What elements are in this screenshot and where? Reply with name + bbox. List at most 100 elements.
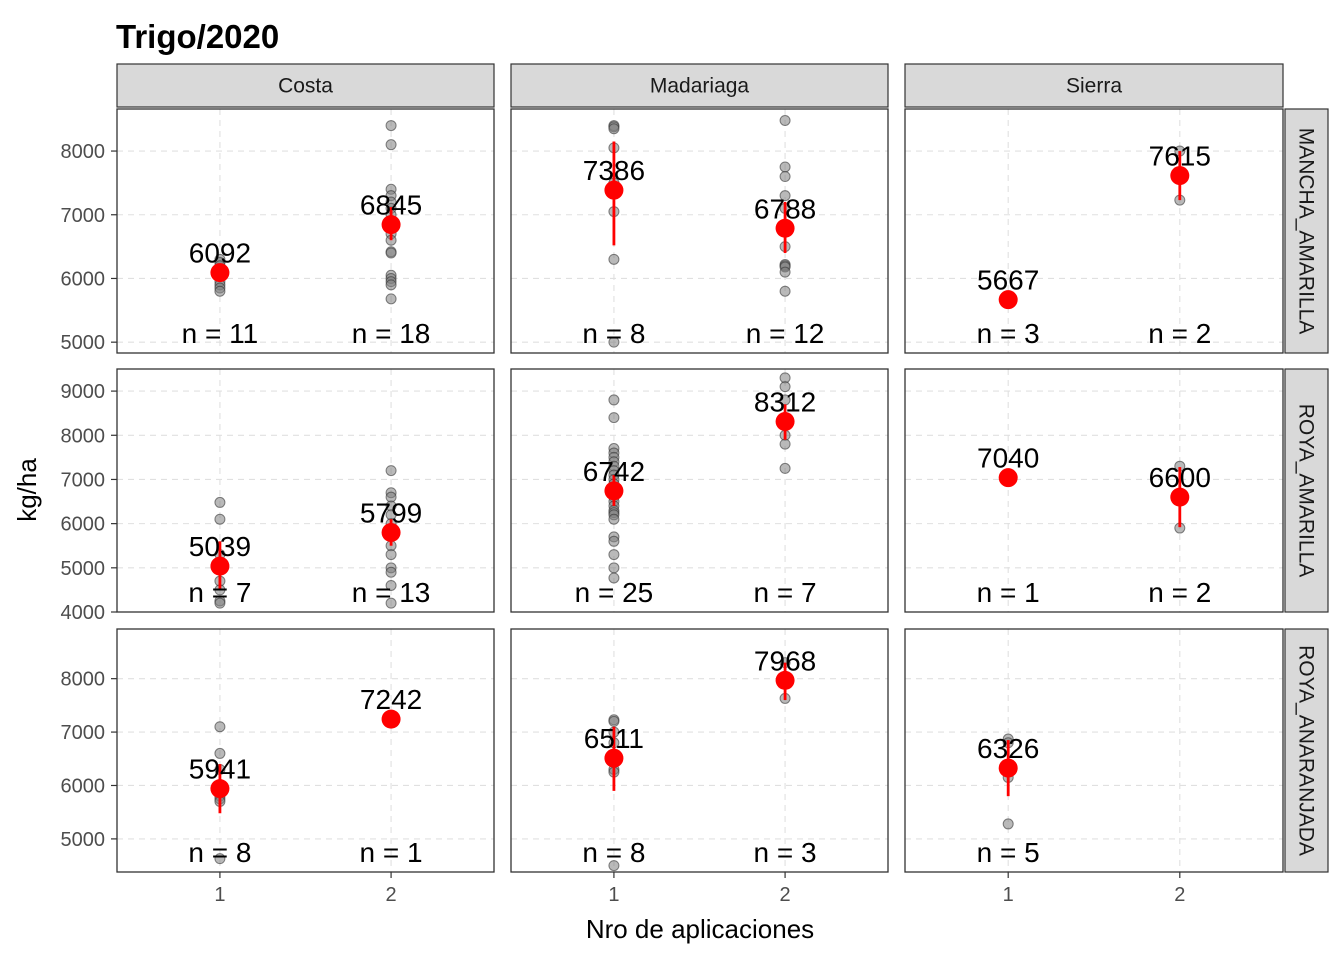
x-tick-label: 2 xyxy=(386,884,397,906)
panel-border xyxy=(904,368,1284,613)
y-tick-label: 9000 xyxy=(61,381,106,403)
y-tick-label: 8000 xyxy=(61,669,106,691)
n-label: n = 8 xyxy=(582,318,645,349)
panel-marks xyxy=(604,114,795,348)
data-point xyxy=(608,572,620,584)
data-point xyxy=(385,120,397,132)
mean-point xyxy=(604,481,624,501)
n-label: n = 13 xyxy=(352,577,431,608)
data-point xyxy=(608,562,620,574)
mean-point xyxy=(998,468,1018,488)
mean-point xyxy=(210,556,230,576)
y-tick-label: 7000 xyxy=(61,469,106,491)
facet-panel: 5941 n = 8 7242 n = 1 xyxy=(116,628,495,873)
mean-label: 7968 xyxy=(754,645,816,676)
n-label: n = 3 xyxy=(977,318,1040,349)
mean-label: 6511 xyxy=(584,723,644,754)
data-point xyxy=(608,860,620,872)
y-tick-label: 6000 xyxy=(61,268,106,290)
panel-border xyxy=(510,368,889,613)
y-tick-label: 7000 xyxy=(61,722,106,744)
data-point xyxy=(385,293,397,305)
row-strip-label: ROYA_AMARILLA xyxy=(1295,404,1318,578)
chart-title: Trigo/2020 xyxy=(116,18,279,55)
data-point xyxy=(608,253,620,265)
data-point xyxy=(214,747,226,759)
panel-border xyxy=(116,368,495,613)
n-label: n = 1 xyxy=(977,577,1040,608)
data-point xyxy=(214,721,226,733)
mean-point xyxy=(775,411,795,431)
panel-background xyxy=(511,629,888,872)
panel-border xyxy=(510,108,889,354)
data-point xyxy=(385,549,397,561)
y-tick-label: 5000 xyxy=(61,829,106,851)
panel-border xyxy=(116,628,495,873)
panel-background xyxy=(511,369,888,612)
n-label: n = 11 xyxy=(182,318,259,349)
column-strip xyxy=(904,63,1284,108)
data-point xyxy=(779,381,791,393)
y-tick-label: 6000 xyxy=(61,514,106,536)
mean-label: 6845 xyxy=(360,190,422,221)
data-point xyxy=(214,496,226,508)
row-strip xyxy=(1284,628,1329,873)
mean-point xyxy=(381,709,401,729)
panel-marks xyxy=(210,709,401,865)
data-point xyxy=(779,190,791,202)
n-label: n = 3 xyxy=(754,837,817,868)
mean-label: 5941 xyxy=(189,754,251,785)
mean-point xyxy=(381,215,401,235)
data-point xyxy=(608,412,620,424)
data-point xyxy=(385,139,397,151)
mean-point xyxy=(1170,166,1190,186)
mean-label: 7615 xyxy=(1149,141,1211,172)
n-label: n = 7 xyxy=(754,577,817,608)
n-label: n = 12 xyxy=(746,318,825,349)
panel-border xyxy=(116,108,495,354)
data-point xyxy=(608,123,620,135)
data-point xyxy=(608,715,620,727)
data-point xyxy=(385,579,397,591)
x-tick-label: 2 xyxy=(1174,884,1185,906)
panel-border xyxy=(904,108,1284,354)
data-point xyxy=(608,394,620,406)
n-label: n = 2 xyxy=(1148,318,1211,349)
mean-point xyxy=(210,263,230,283)
y-tick-label: 8000 xyxy=(61,425,106,447)
panel-border xyxy=(510,628,889,873)
y-tick-label: 4000 xyxy=(61,602,106,624)
row-strip xyxy=(1284,368,1329,613)
data-point xyxy=(385,465,397,477)
facet-panel: 7040 n = 1 6600 n = 2 xyxy=(904,368,1284,613)
facet-panels: Costa Madariaga Sierra MANCHA_AMARILLA ROYA_… xyxy=(61,63,1329,906)
n-label: n = 2 xyxy=(1148,577,1211,608)
column-strip-label: Sierra xyxy=(1066,75,1122,98)
data-point xyxy=(608,549,620,561)
x-tick-label: 2 xyxy=(780,884,791,906)
data-point xyxy=(779,285,791,297)
n-label: n = 25 xyxy=(575,577,654,608)
mean-point xyxy=(381,523,401,543)
mean-label: 6326 xyxy=(977,733,1039,764)
panel-background xyxy=(117,629,494,872)
y-tick-label: 5000 xyxy=(61,558,106,580)
mean-point xyxy=(775,670,795,690)
panel-border xyxy=(904,628,1284,873)
facet-panel: 6326 n = 5 xyxy=(904,628,1284,873)
column-strip-label: Costa xyxy=(278,75,333,98)
y-tick-label: 8000 xyxy=(61,141,106,163)
data-point xyxy=(214,513,226,525)
panel-background xyxy=(905,629,1283,872)
row-strip-label: MANCHA_AMARILLA xyxy=(1295,128,1318,335)
panel-marks xyxy=(210,120,401,305)
facet-panel: 5039 n = 7 5799 n = 13 xyxy=(116,368,495,613)
panel-marks xyxy=(998,145,1190,310)
mean-label: 8312 xyxy=(754,386,816,417)
data-point xyxy=(608,513,620,525)
panel-marks xyxy=(210,465,401,609)
n-label: n = 8 xyxy=(582,837,645,868)
mean-point xyxy=(775,218,795,238)
panel-background xyxy=(117,369,494,612)
column-strip-label: Madariaga xyxy=(650,75,750,98)
